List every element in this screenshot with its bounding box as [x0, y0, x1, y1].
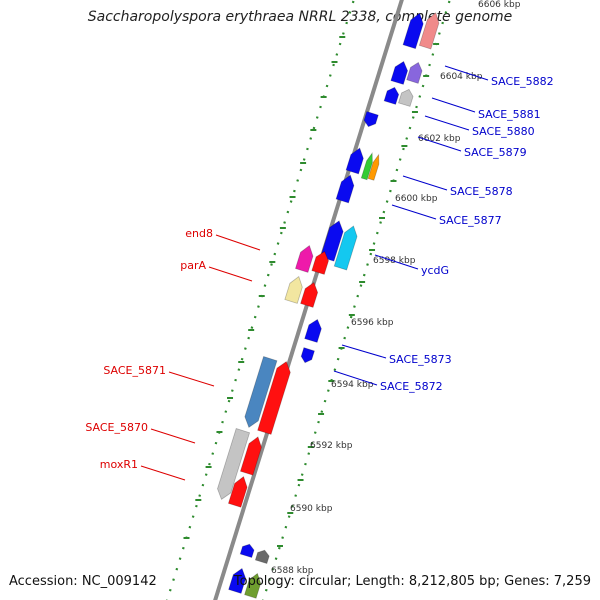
gene-arrow[interactable]: [402, 11, 426, 50]
gene-arrow[interactable]: [390, 60, 410, 85]
gene-arrow[interactable]: [345, 146, 366, 175]
gene-arrow[interactable]: [284, 275, 305, 304]
gene-leader-line: [444, 65, 489, 81]
gene-arrow[interactable]: [242, 356, 278, 430]
kbp-tick-label: 6604 kbp: [440, 72, 483, 82]
kbp-tick-label: 6602 kbp: [418, 134, 461, 144]
gene-arrow[interactable]: [244, 572, 264, 599]
gene-label[interactable]: SACE_5873: [389, 353, 452, 366]
gene-arrow[interactable]: [363, 111, 379, 129]
kbp-tick-label: 6594 kbp: [331, 380, 374, 390]
gene-leader-line: [417, 136, 462, 152]
gene-leader-line: [431, 97, 476, 113]
kbp-tick-label: 6588 kbp: [271, 566, 314, 576]
gene-arrow[interactable]: [333, 224, 359, 271]
gene-arrow[interactable]: [406, 61, 424, 84]
gene-label[interactable]: parA: [180, 259, 206, 272]
gene-label[interactable]: SACE_5878: [450, 185, 513, 198]
gene-arrow[interactable]: [254, 548, 270, 565]
kbp-tick-label: 6596 kbp: [351, 318, 394, 328]
gene-label[interactable]: moxR1: [100, 458, 138, 471]
gene-arrow[interactable]: [418, 11, 441, 50]
gene-arrow[interactable]: [228, 567, 249, 594]
gene-arrow[interactable]: [257, 360, 293, 435]
gene-leader-line: [140, 465, 186, 481]
gene-arrow[interactable]: [311, 250, 331, 275]
gene-arrow[interactable]: [294, 244, 315, 273]
gene-arrow[interactable]: [215, 428, 251, 502]
gene-label[interactable]: SACE_5882: [491, 75, 554, 88]
gene-label[interactable]: SACE_5877: [439, 214, 502, 227]
gene-leader-line: [391, 204, 437, 220]
gene-leader-line: [424, 115, 470, 131]
gene-arrow[interactable]: [239, 542, 255, 559]
gene-leader-line: [402, 175, 448, 191]
gene-leader-line: [333, 370, 378, 386]
gene-arrow[interactable]: [335, 173, 356, 204]
gene-arrow[interactable]: [398, 88, 415, 107]
gene-leader-line: [208, 266, 253, 282]
genome-stats-text: Topology: circular; Length: 8,212,805 bp…: [233, 574, 591, 589]
gene-leader-line: [374, 254, 419, 270]
gene-label[interactable]: SACE_5872: [380, 380, 443, 393]
accession-text: Accession: NC_009142: [9, 574, 157, 589]
gene-arrow[interactable]: [227, 475, 249, 508]
gene-arrow[interactable]: [304, 318, 324, 343]
gene-leader-line: [150, 428, 196, 444]
gene-label[interactable]: SACE_5881: [478, 108, 541, 121]
gene-leader-line: [341, 344, 387, 359]
gene-layer: [215, 11, 441, 599]
gene-label[interactable]: SACE_5871: [103, 364, 166, 377]
map-title: Saccharopolyspora erythraea NRRL 2338, c…: [87, 9, 513, 25]
kbp-tick-label: 6592 kbp: [310, 441, 353, 451]
gene-label[interactable]: SACE_5880: [472, 125, 535, 138]
ruler-layer: [166, 0, 451, 600]
right-ruler-track: [262, 0, 451, 600]
gene-label[interactable]: end8: [185, 227, 213, 240]
gene-arrow[interactable]: [367, 153, 381, 181]
gene-label[interactable]: SACE_5870: [85, 421, 148, 434]
kbp-tick-label: 6606 kbp: [478, 0, 521, 10]
gene-arrow[interactable]: [300, 281, 321, 308]
gene-arrow[interactable]: [360, 151, 375, 181]
gene-arrow[interactable]: [383, 86, 400, 105]
gene-label[interactable]: SACE_5879: [464, 146, 527, 159]
kbp-tick-label: 6600 kbp: [395, 194, 438, 204]
gene-arrow[interactable]: [300, 347, 315, 365]
gene-leader-line: [215, 234, 261, 251]
gene-arrow[interactable]: [239, 435, 264, 476]
label-layer: end8 parA SACE_5871 SACE_5870 moxR1 SACE_5882…: [85, 65, 554, 481]
kbp-tick-label: 6590 kbp: [290, 504, 333, 514]
gene-label[interactable]: ycdG: [421, 264, 449, 277]
gene-leader-line: [168, 371, 215, 387]
left-ruler-track: [166, 0, 355, 600]
